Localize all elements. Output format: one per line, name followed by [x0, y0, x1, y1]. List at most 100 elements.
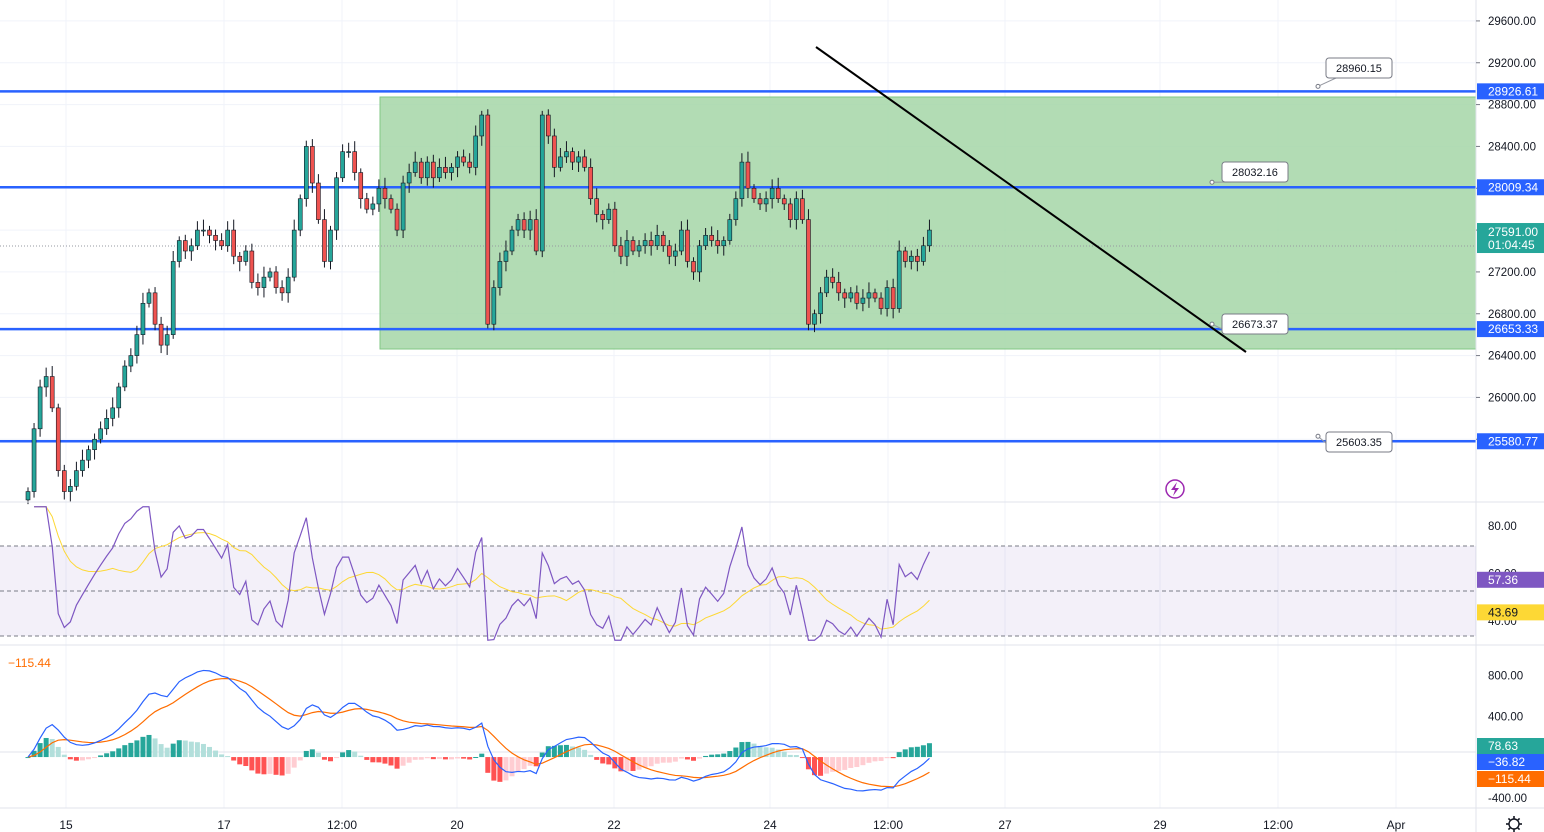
- macd-histogram-bar: [285, 757, 291, 774]
- macd-histogram-bar: [267, 757, 273, 774]
- candle-body: [884, 287, 890, 309]
- macd-histogram-bar: [926, 743, 932, 758]
- macd-histogram-bar: [630, 757, 636, 771]
- macd-histogram-bar: [182, 740, 188, 758]
- candle-body: [43, 376, 49, 388]
- macd-line[interactable]: [27, 669, 930, 792]
- candle-body: [503, 250, 509, 262]
- rsi-badge: 57.36: [1477, 571, 1544, 588]
- macd-histogram-bar: [303, 750, 309, 758]
- macd-histogram-bar: [739, 742, 745, 758]
- time-tick-label: 27: [998, 818, 1012, 832]
- candle-body: [455, 156, 460, 168]
- candle-body: [74, 470, 79, 487]
- macd-histogram-bar: [703, 755, 709, 758]
- macd-histogram-bar: [140, 736, 146, 758]
- candle-body: [461, 156, 466, 163]
- candle-body: [406, 172, 412, 184]
- candle-body: [255, 282, 261, 288]
- macd-histogram-bar: [473, 757, 479, 759]
- callout-label: 28032.16: [1232, 167, 1278, 179]
- candle-body: [176, 240, 182, 262]
- rsi-ma-badge-text: 43.69: [1488, 605, 1518, 619]
- price-callout[interactable]: 28032.16: [1209, 161, 1289, 185]
- price-callouts[interactable]: 28960.15 28032.16 26673.37 25603.35: [1209, 57, 1393, 453]
- macd-histogram-bar: [455, 757, 461, 759]
- candle-body: [110, 407, 115, 419]
- macd-histogram-bar: [860, 757, 866, 766]
- countdown-text: 01:04:45: [1488, 238, 1535, 252]
- candle-body: [854, 292, 860, 304]
- macd-histogram-bar: [146, 734, 152, 758]
- trendline[interactable]: [815, 46, 1247, 353]
- macd-histogram-bar: [225, 756, 231, 758]
- candle-body: [122, 365, 128, 388]
- candle-body: [787, 203, 793, 220]
- level-badge-bg: [1477, 433, 1544, 450]
- time-tick-label: 22: [607, 818, 621, 832]
- macd-histogram-bar: [67, 757, 73, 760]
- rsi-ma-line[interactable]: [34, 506, 930, 630]
- macd-histogram-bar: [86, 757, 91, 760]
- candle-body: [848, 292, 854, 299]
- candle-body: [576, 156, 581, 163]
- lightning-icon[interactable]: [1165, 479, 1185, 499]
- macd-histogram-bar: [515, 757, 521, 772]
- macd-histogram-bar: [509, 757, 515, 777]
- price-tick-label: 28400.00: [1488, 141, 1536, 153]
- macd-signal-line[interactable]: [27, 677, 930, 788]
- price-callout[interactable]: 25603.35: [1315, 431, 1393, 453]
- candle-body: [273, 271, 279, 288]
- macd-histogram-bar: [570, 746, 575, 758]
- macd-histogram-bar: [467, 757, 473, 760]
- macd-histogram-bar: [98, 755, 104, 758]
- candle-body: [860, 297, 866, 304]
- macd-histogram-bar: [340, 752, 346, 758]
- price-tick-label: 26000.00: [1488, 392, 1536, 404]
- time-tick-label: 12:00: [327, 818, 357, 832]
- last-price-badge-bg: [1477, 223, 1544, 254]
- macd-histogram-bar: [110, 751, 116, 758]
- macd-histogram-bar: [394, 757, 400, 769]
- range-zone[interactable]: [379, 96, 1477, 350]
- macd-histogram-bar: [914, 746, 920, 758]
- price-callout[interactable]: 26673.37: [1209, 313, 1289, 335]
- rsi-line[interactable]: [34, 506, 930, 641]
- candle-body: [679, 229, 684, 252]
- macd-histogram-bar: [442, 757, 448, 760]
- candle-body: [128, 355, 134, 367]
- macd-histogram-bar: [104, 753, 110, 758]
- candle-body: [636, 245, 642, 252]
- axis-badges: 28926.61 28009.34 26653.33 25580.77 27591.00…: [1477, 83, 1544, 787]
- candle-body: [896, 250, 902, 309]
- macd-histogram-bar: [539, 752, 545, 758]
- candle-body: [164, 334, 170, 346]
- gear-icon[interactable]: [1506, 816, 1522, 832]
- macd-histogram-bar: [642, 757, 648, 768]
- price-callout[interactable]: 28960.15: [1315, 57, 1393, 89]
- candle-body: [55, 407, 61, 471]
- macd-histogram-bar: [25, 757, 31, 759]
- macd-histogram-bar: [684, 757, 690, 760]
- macd-histogram-bar: [273, 757, 279, 775]
- price-axis[interactable]: 29600.0029200.0028800.0028400.0028000.00…: [1476, 16, 1536, 805]
- candle-body: [152, 292, 158, 325]
- macd-histogram-bar: [382, 757, 388, 764]
- candle-body: [261, 276, 267, 288]
- macd-histogram-bar: [818, 757, 824, 776]
- candle-body: [412, 161, 418, 173]
- macd-histogram-bar: [200, 743, 206, 758]
- macd-histogram-bar: [334, 757, 340, 759]
- macd-histogram-bar: [213, 750, 219, 758]
- macd-histogram-bar: [678, 757, 684, 759]
- time-tick-label: Apr: [1387, 818, 1406, 832]
- candle-body: [812, 313, 817, 325]
- macd-histogram-bar: [479, 753, 485, 758]
- time-axis[interactable]: 15 17 12:00 20 22 24 12:00 27 29 12:00 Apr: [59, 818, 1405, 832]
- candle-body: [140, 302, 146, 335]
- signal-badge: −115.44: [1477, 771, 1544, 787]
- macd-histogram-bar: [194, 742, 200, 758]
- macd-histogram-bar: [842, 757, 848, 770]
- macd-histogram-bar: [376, 757, 382, 763]
